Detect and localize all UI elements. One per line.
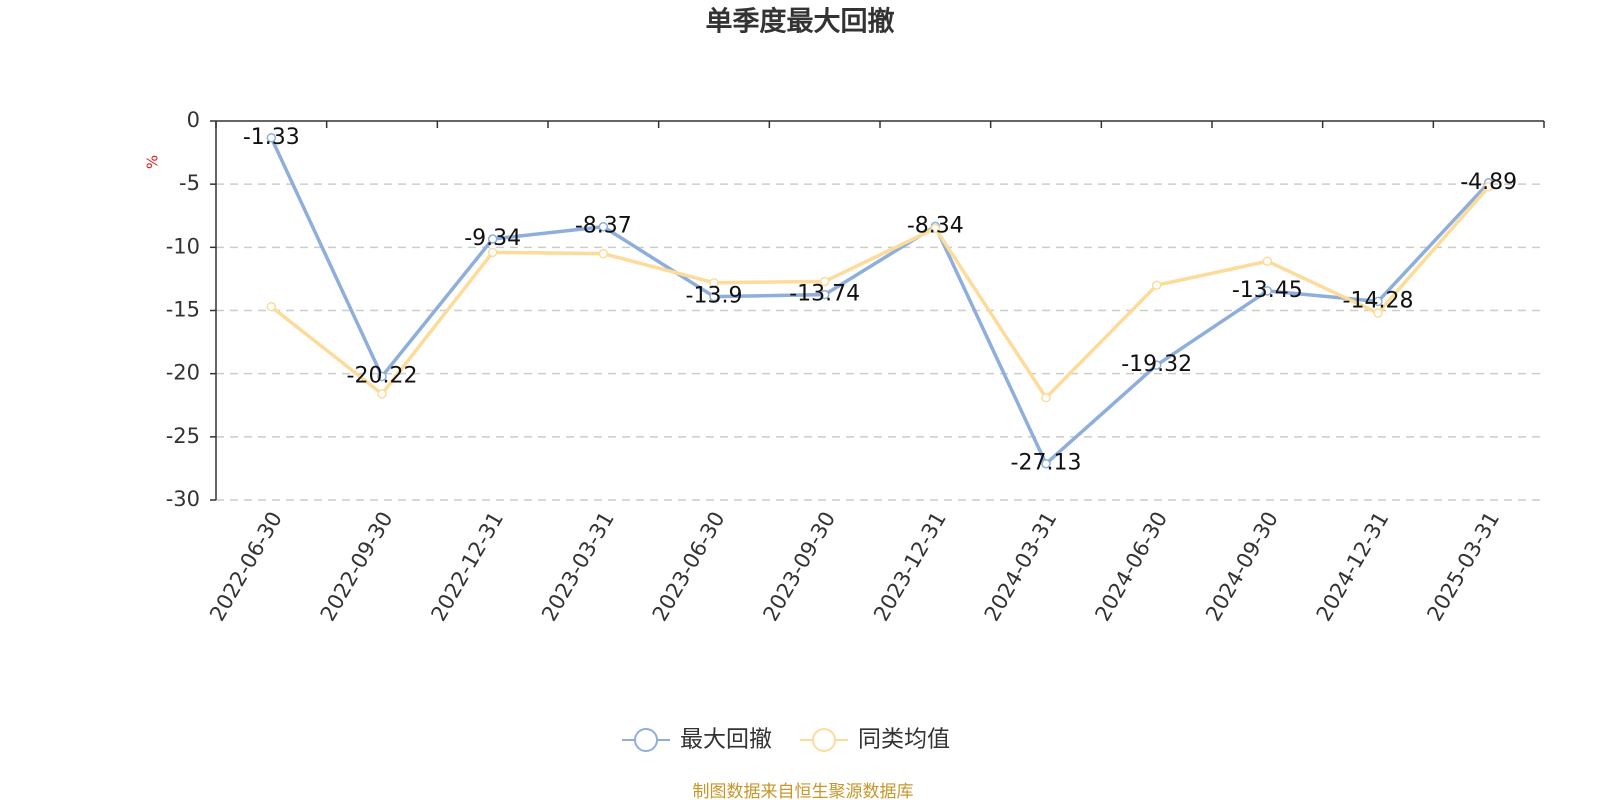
data-label: -8.37 bbox=[575, 214, 632, 239]
x-tick-label: 2023-12-31 bbox=[869, 507, 951, 625]
y-tick-label: -20 bbox=[166, 361, 200, 385]
series-line bbox=[270, 185, 1490, 400]
data-point bbox=[377, 389, 387, 399]
y-tick-label: -25 bbox=[166, 424, 200, 448]
data-label: -9.34 bbox=[464, 226, 521, 251]
x-tick-label: 2022-09-30 bbox=[316, 508, 398, 626]
data-label: -13.74 bbox=[789, 282, 860, 307]
data-point bbox=[1041, 458, 1051, 469]
x-tick-label: 2023-03-31 bbox=[537, 508, 619, 626]
data-point bbox=[1151, 280, 1162, 290]
data-label: -13.45 bbox=[1232, 278, 1303, 303]
data-point bbox=[377, 371, 387, 382]
data-point bbox=[1262, 256, 1273, 266]
x-tick-label: 2024-06-30 bbox=[1090, 508, 1172, 626]
data-point bbox=[930, 223, 941, 234]
chart-title: 单季度最大回撤 bbox=[706, 6, 895, 38]
legend-label: 最大回撤 bbox=[680, 727, 772, 753]
x-tick-label: 2022-12-31 bbox=[426, 507, 508, 625]
data-label: -14.28 bbox=[1343, 288, 1414, 313]
data-point bbox=[1373, 296, 1383, 307]
y-tick-label: -5 bbox=[179, 171, 200, 195]
data-point bbox=[1041, 392, 1051, 403]
data-label: -13.9 bbox=[686, 284, 743, 309]
legend-label: 同类均值 bbox=[858, 727, 950, 753]
x-tick-label: 2024-03-31 bbox=[980, 508, 1062, 626]
data-point bbox=[1483, 181, 1494, 192]
data-point bbox=[819, 289, 830, 300]
x-tick-label: 2023-06-30 bbox=[648, 508, 730, 626]
x-tick-label: 2022-06-30 bbox=[205, 508, 287, 626]
data-point bbox=[709, 291, 719, 302]
data-point bbox=[819, 276, 830, 287]
data-point bbox=[266, 301, 277, 312]
y-tick-label: -15 bbox=[166, 298, 200, 322]
x-tick-label: 2023-09-30 bbox=[758, 508, 840, 626]
legend-marker bbox=[812, 728, 836, 752]
data-point bbox=[266, 133, 277, 143]
y-tick-label: -10 bbox=[166, 234, 200, 258]
data-label: -4.89 bbox=[1460, 170, 1517, 195]
data-label: -20.22 bbox=[347, 363, 418, 388]
data-point bbox=[598, 248, 609, 259]
legend: 最大回撤 同类均值 bbox=[622, 727, 950, 753]
data-point bbox=[709, 277, 719, 288]
y-tick-label: -30 bbox=[166, 487, 200, 511]
data-label: -27.13 bbox=[1011, 451, 1082, 476]
series-line bbox=[269, 137, 1490, 466]
data-point bbox=[1262, 286, 1273, 296]
y-axis-unit: % bbox=[144, 155, 162, 169]
data-label: -8.34 bbox=[907, 213, 964, 238]
data-point bbox=[487, 247, 498, 258]
x-tick-label: 2024-09-30 bbox=[1201, 508, 1283, 626]
x-tick-label: 2024-12-31 bbox=[1312, 508, 1394, 626]
source-note: 制图数据来自恒生聚源数据库 bbox=[693, 782, 914, 800]
x-tick-label: 2025-03-31 bbox=[1422, 508, 1504, 626]
legend-marker bbox=[634, 728, 658, 752]
data-label: -1.33 bbox=[243, 125, 300, 150]
data-point bbox=[1151, 360, 1162, 370]
data-point bbox=[598, 221, 609, 232]
data-point bbox=[1373, 308, 1383, 318]
data-point bbox=[487, 234, 498, 244]
y-tick-label: 0 bbox=[187, 108, 200, 132]
data-label: -19.32 bbox=[1121, 352, 1192, 377]
